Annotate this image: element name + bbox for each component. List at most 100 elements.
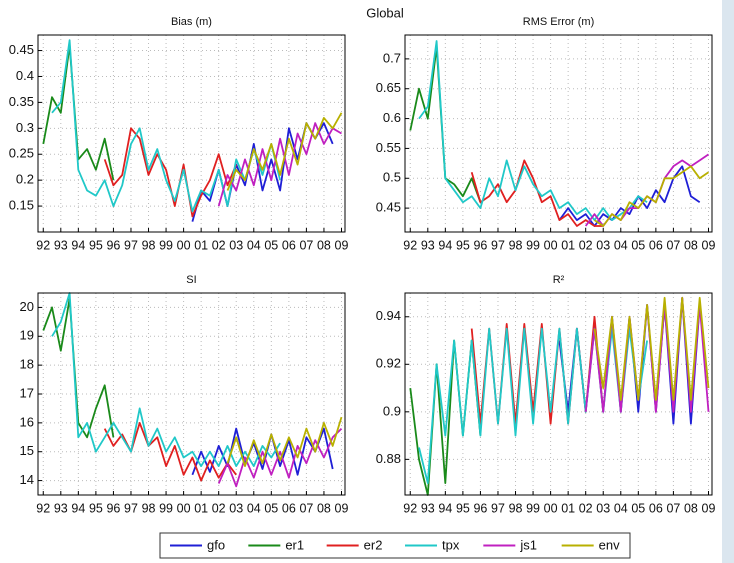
y-tick-label: 0.5: [383, 170, 401, 185]
x-tick-label: 00: [177, 238, 191, 252]
y-tick-label: 0.9: [383, 403, 401, 418]
y-tick-label: 20: [20, 299, 34, 314]
panel-title: R²: [553, 274, 565, 286]
y-tick-label: 19: [20, 328, 34, 343]
x-tick-label: 93: [54, 501, 68, 515]
x-tick-label: 95: [456, 238, 470, 252]
x-tick-label: 92: [36, 501, 50, 515]
x-tick-label: 92: [403, 238, 417, 252]
x-tick-label: 92: [403, 501, 417, 515]
x-tick-label: 06: [649, 501, 663, 515]
panel-title: RMS Error (m): [523, 16, 595, 28]
x-tick-label: 99: [159, 238, 173, 252]
figure-title: Global: [366, 5, 404, 20]
x-tick-label: 96: [473, 238, 487, 252]
x-tick-label: 94: [71, 501, 85, 515]
x-tick-label: 97: [491, 238, 505, 252]
x-tick-label: 09: [702, 238, 716, 252]
legend-label: er2: [364, 537, 383, 552]
x-tick-label: 95: [89, 501, 103, 515]
x-tick-label: 01: [561, 238, 575, 252]
series-line: [217, 427, 343, 488]
x-tick-label: 03: [229, 238, 243, 252]
x-tick-label: 01: [194, 238, 208, 252]
x-tick-label: 05: [264, 238, 278, 252]
x-tick-label: 99: [526, 501, 540, 515]
y-tick-label: 18: [20, 357, 34, 372]
y-tick-label: 0.7: [383, 50, 401, 65]
series-line: [226, 416, 343, 467]
y-tick-label: 16: [20, 414, 34, 429]
y-tick-label: 0.2: [16, 172, 34, 187]
x-tick-label: 00: [544, 501, 558, 515]
x-tick-label: 95: [89, 238, 103, 252]
x-tick-label: 98: [142, 501, 156, 515]
x-tick-label: 02: [579, 501, 593, 515]
y-tick-label: 0.55: [376, 140, 401, 155]
series-line: [226, 112, 343, 191]
x-tick-label: 07: [666, 501, 680, 515]
x-tick-label: 93: [54, 238, 68, 252]
plot-frame: [404, 292, 713, 496]
y-tick-label: 0.45: [376, 200, 401, 215]
y-tick-label: 0.65: [376, 80, 401, 95]
x-tick-label: 93: [421, 238, 435, 252]
panel-title: SI: [186, 274, 196, 286]
y-tick-label: 0.92: [376, 356, 401, 371]
x-tick-label: 99: [159, 501, 173, 515]
y-tick-label: 15: [20, 443, 34, 458]
x-tick-label: 08: [317, 238, 331, 252]
x-tick-label: 04: [614, 238, 628, 252]
x-tick-label: 96: [106, 238, 120, 252]
panel-title: Bias (m): [171, 16, 212, 28]
legend-label: js1: [519, 537, 537, 552]
x-tick-label: 95: [456, 501, 470, 515]
x-tick-label: 09: [702, 501, 716, 515]
plot-frame: [37, 34, 346, 233]
series-line: [217, 122, 342, 207]
y-tick-label: 0.6: [383, 110, 401, 125]
x-tick-label: 94: [438, 238, 452, 252]
x-tick-label: 02: [212, 238, 226, 252]
y-tick-label: 0.15: [9, 198, 34, 213]
x-tick-label: 96: [106, 501, 120, 515]
x-tick-label: 92: [36, 238, 50, 252]
x-tick-label: 09: [335, 238, 349, 252]
y-tick-label: 14: [20, 472, 34, 487]
x-tick-label: 07: [666, 238, 680, 252]
x-tick-label: 05: [631, 238, 645, 252]
series-line: [51, 39, 281, 213]
series-line: [558, 165, 701, 227]
x-tick-label: 94: [438, 501, 452, 515]
x-tick-label: 03: [229, 501, 243, 515]
x-tick-label: 06: [649, 238, 663, 252]
x-tick-label: 06: [282, 238, 296, 252]
legend-label: env: [599, 537, 620, 552]
y-tick-label: 0.88: [376, 451, 401, 466]
x-tick-label: 06: [282, 501, 296, 515]
plot-frame: [37, 292, 346, 496]
y-tick-label: 0.94: [376, 308, 401, 323]
x-tick-label: 08: [684, 238, 698, 252]
x-tick-label: 02: [212, 501, 226, 515]
y-tick-label: 0.45: [9, 42, 34, 57]
x-tick-label: 00: [177, 501, 191, 515]
x-tick-label: 09: [335, 501, 349, 515]
x-tick-label: 98: [509, 238, 523, 252]
y-tick-label: 0.3: [16, 120, 34, 135]
series-line: [593, 165, 710, 227]
y-tick-label: 17: [20, 385, 34, 400]
series-line: [103, 127, 238, 218]
x-tick-label: 01: [561, 501, 575, 515]
x-tick-label: 99: [526, 238, 540, 252]
x-tick-label: 08: [317, 501, 331, 515]
x-tick-label: 05: [264, 501, 278, 515]
series-line: [593, 296, 710, 401]
x-tick-label: 97: [124, 238, 138, 252]
legend-label: er1: [285, 537, 304, 552]
x-tick-label: 07: [299, 501, 313, 515]
x-tick-label: 97: [491, 501, 505, 515]
x-tick-label: 96: [473, 501, 487, 515]
